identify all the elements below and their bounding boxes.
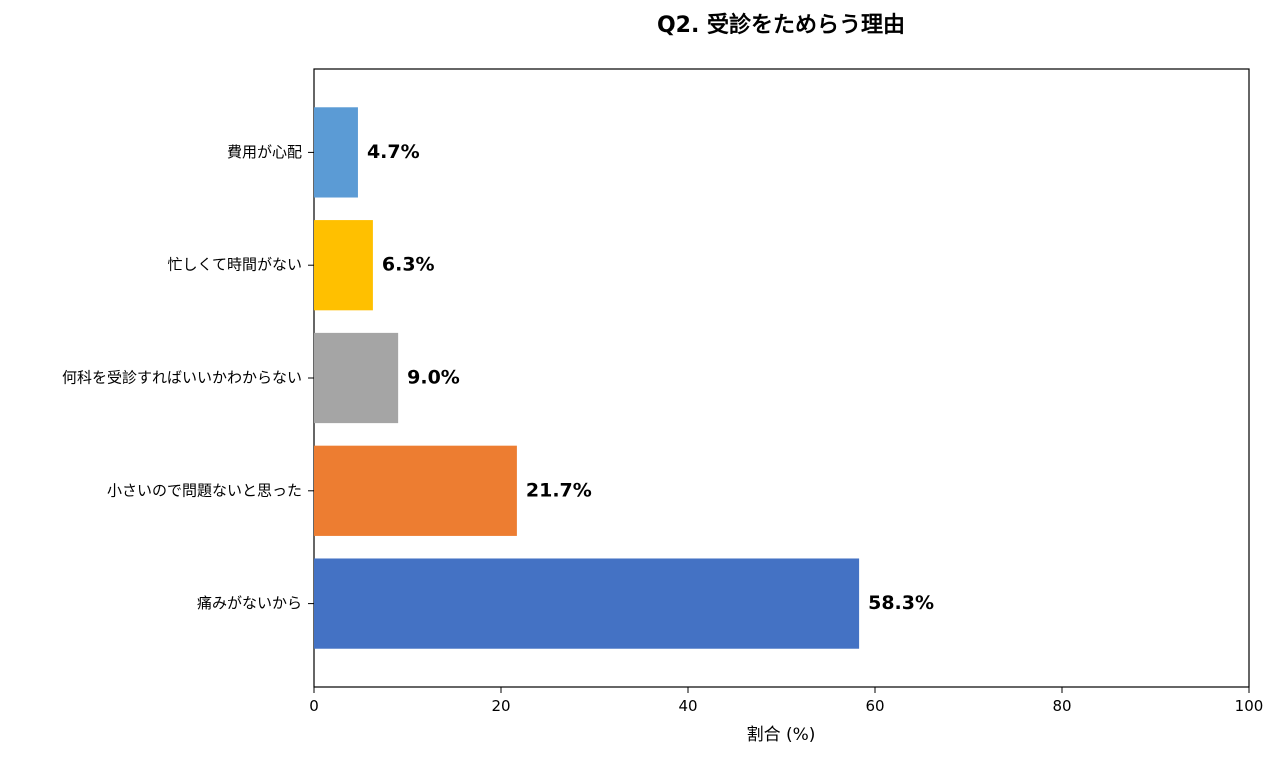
category-label: 費用が心配 (227, 143, 302, 161)
bar (314, 445, 517, 536)
x-tick-label: 100 (1235, 697, 1264, 715)
category-label: 忙しくて時間がない (167, 256, 302, 274)
x-tick-label: 0 (309, 697, 319, 715)
bar (314, 332, 399, 424)
x-axis-label: 割合 (%) (747, 725, 816, 745)
data-label: 9.0% (407, 367, 460, 389)
data-label: 6.3% (382, 254, 435, 276)
bar (314, 220, 373, 311)
x-tick-label: 60 (865, 697, 884, 715)
data-label: 21.7% (526, 479, 592, 501)
data-label: 58.3% (868, 592, 934, 614)
bars-group: 費用が心配 4.7% 忙しくて時間がない 6.3% 何科を受診すればいいかわからない 9.… (62, 107, 934, 649)
bar (314, 107, 358, 198)
chart-title: Q2. 受診をためらう理由 (657, 12, 905, 38)
x-tick-label: 80 (1052, 697, 1071, 715)
bar (314, 558, 860, 649)
category-label: 何科を受診すればいいかわからない (62, 369, 302, 387)
data-label: 4.7% (367, 141, 420, 163)
category-label: 小さいので問題ないと思った (107, 481, 302, 499)
x-axis-ticks: 0 20 40 60 80 100 (309, 687, 1263, 715)
category-label: 痛みがないから (197, 594, 302, 612)
x-tick-label: 20 (491, 697, 510, 715)
x-tick-label: 40 (678, 697, 697, 715)
